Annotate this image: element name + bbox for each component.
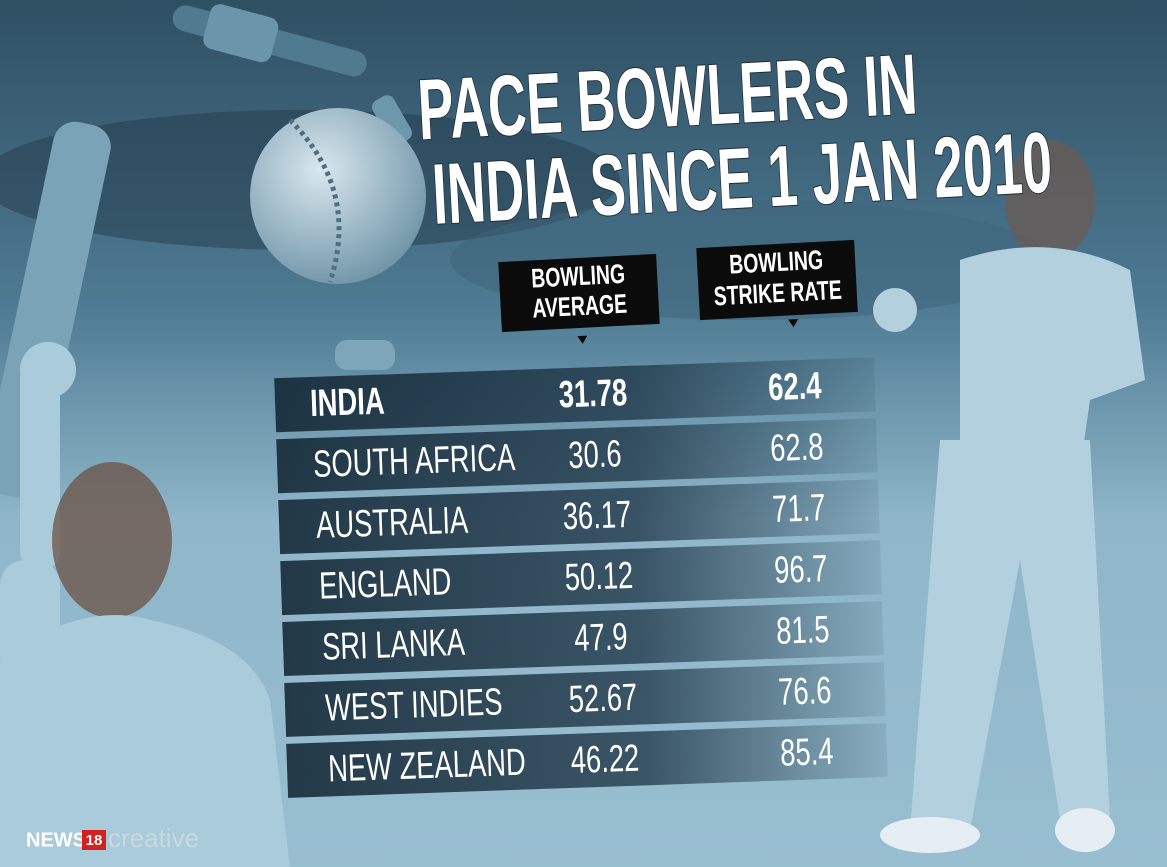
title: PACE BOWLERS IN INDIA SINCE 1 JAN 2010	[415, 36, 1055, 244]
table-row: SOUTH AFRICA 30.6 62.8	[276, 418, 878, 494]
stat-value: 81.5	[776, 609, 831, 653]
table-row: AUSTRALIA 36.17 71.7	[278, 479, 880, 555]
stat-value: 47.9	[574, 616, 629, 660]
column-header: BOWLING AVERAGE	[498, 253, 660, 344]
stat-value: 62.8	[770, 426, 825, 470]
bail	[172, 4, 367, 77]
row-strip	[286, 722, 888, 798]
row-strip	[278, 479, 880, 555]
stat-value: 50.12	[564, 555, 634, 600]
brand-news: NEWS	[26, 829, 86, 851]
stat-value: 96.7	[774, 548, 829, 592]
team-name: SRI LANKA	[321, 621, 466, 668]
row-strip	[274, 357, 876, 433]
column-header-line: AVERAGE	[532, 289, 628, 324]
stat-value: 71.7	[772, 487, 827, 531]
stat-value: 62.4	[768, 365, 823, 409]
team-name: NEW ZEALAND	[327, 741, 526, 790]
stump-piece	[335, 340, 395, 370]
table-row: WEST INDIES 52.67 76.6	[284, 662, 886, 737]
table: INDIA 31.78 62.4 SOUTH AFRICA 30.6 62.8 AUSTRA…	[274, 357, 888, 798]
stat-value: 36.17	[562, 494, 632, 539]
player-left	[0, 342, 290, 867]
row-strip	[280, 540, 882, 616]
ball	[250, 108, 426, 284]
brand: NEWS 18 creative	[26, 823, 199, 853]
stump-piece	[372, 95, 412, 145]
team-name: INDIA	[309, 380, 385, 425]
column-header-line: BOWLING	[530, 259, 625, 294]
table-row: SRI LANKA 47.9 81.5	[282, 601, 884, 676]
brand-creative: creative	[108, 823, 199, 853]
brand-number: 18	[86, 832, 103, 849]
team-name: WEST INDIES	[324, 681, 503, 730]
table-row: NEW ZEALAND 46.22 85.4	[286, 722, 888, 798]
stat-value: 76.6	[778, 670, 833, 714]
stat-value: 31.78	[558, 372, 628, 417]
row-strip	[282, 601, 884, 676]
table-row: INDIA 31.78 62.4	[274, 357, 876, 433]
stump	[0, 121, 111, 498]
ball-seam	[288, 118, 342, 283]
stat-value: 46.22	[570, 737, 640, 782]
team-name: AUSTRALIA	[315, 499, 469, 547]
column-header: BOWLING STRIKE RATE	[696, 239, 858, 328]
stat-value: 52.67	[568, 676, 638, 721]
row-strip	[284, 662, 886, 737]
table-row: ENGLAND 50.12 96.7	[280, 540, 882, 616]
row-strip	[276, 418, 878, 494]
team-name: SOUTH AFRICA	[312, 437, 516, 487]
stat-value: 85.4	[780, 731, 835, 775]
player-right	[873, 140, 1145, 853]
column-header-line: STRIKE RATE	[713, 275, 843, 312]
brand-badge	[82, 830, 106, 850]
stat-value: 30.6	[568, 433, 623, 477]
column-header-line: BOWLING	[728, 245, 823, 280]
team-name: ENGLAND	[318, 561, 452, 608]
